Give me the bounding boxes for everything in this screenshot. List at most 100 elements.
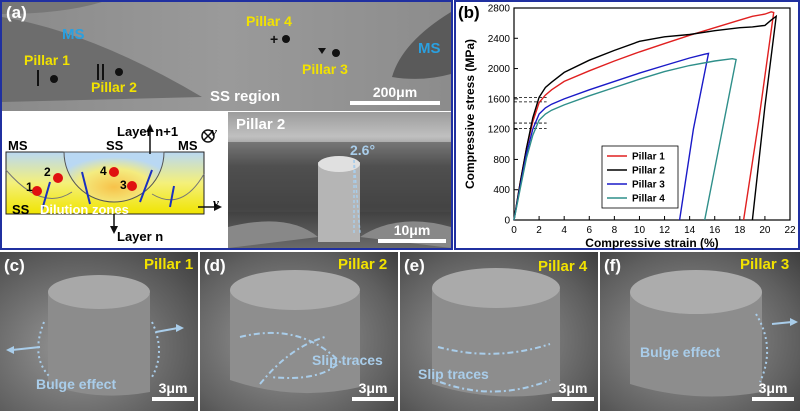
layer-top-label: Layer n+1 <box>117 124 179 139</box>
legend-label-4: Pillar 4 <box>632 194 665 205</box>
x-tick-label: 0 <box>511 225 517 236</box>
schematic-ms-left: MS <box>8 138 28 153</box>
pillar2-inset-angle: 2.6° <box>350 142 376 158</box>
y-tick-label: 1200 <box>488 125 511 136</box>
panel-f-scale-text: 3μm <box>758 380 788 396</box>
series-line-1 <box>513 11 775 221</box>
panel-e-drawing <box>432 268 560 397</box>
panel-a-scale-bar: 200μm <box>350 84 440 105</box>
pillar2-inset-scale-text: 10μm <box>393 222 431 238</box>
panel-d-scale: 3μm <box>352 380 394 401</box>
pillar1-marker <box>50 75 58 83</box>
ms-left-label: MS <box>62 26 85 43</box>
pillar2-inset-title: Pillar 2 <box>236 116 286 133</box>
panel-e-annotation: Slip traces <box>418 366 489 382</box>
panel-e <box>400 252 598 411</box>
num-3: 3 <box>120 178 127 192</box>
x-tick-label: 18 <box>734 225 746 236</box>
chart-frame <box>513 7 791 221</box>
v-top: v <box>211 124 217 139</box>
ms-right-label: MS <box>418 40 441 57</box>
y-tick-label: 2800 <box>488 4 511 15</box>
ss-region-label: SS region <box>210 88 281 105</box>
panel-d-label: (d) <box>204 256 226 275</box>
x-tick-label: 6 <box>586 225 592 236</box>
series-line-2 <box>513 14 778 221</box>
panel-a-sem-image: + <box>2 2 451 111</box>
pillar2-inset-scale-line <box>378 239 446 243</box>
schematic-ss-center: SS <box>106 138 124 153</box>
panel-c-scale-line <box>152 397 194 401</box>
num-4: 4 <box>100 164 107 178</box>
panel-c-scale: 3μm <box>152 380 194 401</box>
panel-c-annotation: Bulge effect <box>36 376 117 392</box>
x-tick-label: 20 <box>759 225 771 236</box>
panel-d <box>200 252 398 411</box>
layer-bottom-label: Layer n <box>117 229 164 244</box>
pillar2-inset-drawing <box>228 142 451 248</box>
pillar2-inset-scale: 10μm <box>378 222 446 243</box>
dilution-label: Dilution zones <box>40 202 129 217</box>
panel-d-pillar: Pillar 2 <box>338 256 388 273</box>
legend-label-2: Pillar 2 <box>632 166 665 177</box>
panel-e-scale-text: 3μm <box>558 380 588 396</box>
panel-f-pillar: Pillar 3 <box>740 256 790 273</box>
panel-e-pillar: Pillar 4 <box>538 258 588 275</box>
panel-e-scale: 3μm <box>552 380 594 401</box>
legend-label-3: Pillar 3 <box>632 180 665 191</box>
y-tick-label: 400 <box>493 185 510 196</box>
schematic <box>2 112 226 248</box>
x-tick-label: 22 <box>784 225 796 236</box>
compression-chart: 0 2 4 6 8 10 12 14 16 18 20 22 0 400 800 1200 1600 2000 24… <box>463 4 796 251</box>
panel-a-scale-line <box>350 101 440 105</box>
series-line-4 <box>513 57 737 221</box>
panel-c-label: (c) <box>4 256 25 275</box>
panel-d-annotation: Slip traces <box>312 352 383 368</box>
panel-a-melt-pools: + <box>2 2 451 102</box>
panel-f-drawing <box>630 270 798 397</box>
pillar2-inset <box>228 112 451 248</box>
series-line-3 <box>513 52 710 221</box>
pillar3-marker <box>332 49 340 57</box>
x-tick-label: 14 <box>684 225 696 236</box>
y-tick-label: 2000 <box>488 64 511 75</box>
panel-f-scale-line <box>752 397 794 401</box>
pillar1-label: Pillar 1 <box>24 52 70 68</box>
x-tick-label: 4 <box>561 225 567 236</box>
panel-c-pillar: Pillar 1 <box>144 256 194 273</box>
v-bottom: v <box>213 195 219 210</box>
pillar2-label: Pillar 2 <box>91 79 137 95</box>
chart-ylabel: Compressive stress (MPa) <box>463 39 477 189</box>
schematic-ms-right: MS <box>178 138 198 153</box>
x-tick-label: 8 <box>612 225 618 236</box>
panel-e-scale-line <box>552 397 594 401</box>
pillar2-marker <box>115 68 123 76</box>
pillar4-marker <box>282 35 290 43</box>
pillar3-label: Pillar 3 <box>302 61 348 77</box>
panel-c <box>0 252 198 411</box>
panel-c-drawing <box>6 275 184 396</box>
y-tick-label: 1600 <box>488 94 511 105</box>
panel-d-scale-line <box>352 397 394 401</box>
chart-xlabel: Compressive strain (%) <box>585 236 718 250</box>
schematic-ss-left: SS <box>12 202 30 217</box>
pillar4-label: Pillar 4 <box>246 13 292 29</box>
x-tick-label: 16 <box>709 225 721 236</box>
panel-a-label: (a) <box>6 3 27 22</box>
panel-f-annotation: Bulge effect <box>640 344 721 360</box>
panel-b-label: (b) <box>458 3 480 22</box>
x-tick-label: 12 <box>659 225 671 236</box>
y-tick-label: 2400 <box>488 34 511 45</box>
panel-a-scale-text: 200μm <box>372 84 418 100</box>
x-tick-label: 10 <box>634 225 646 236</box>
panel-d-scale-text: 3μm <box>358 380 388 396</box>
num-1: 1 <box>26 180 33 194</box>
y-tick-label: 0 <box>504 216 510 227</box>
panel-e-label: (e) <box>404 256 425 275</box>
panel-f-label: (f) <box>604 256 621 275</box>
x-tick-label: 2 <box>536 225 542 236</box>
schematic-drawing <box>5 124 222 234</box>
panel-d-drawing <box>230 270 360 394</box>
num-2: 2 <box>44 165 51 179</box>
y-tick-label: 800 <box>493 155 510 166</box>
